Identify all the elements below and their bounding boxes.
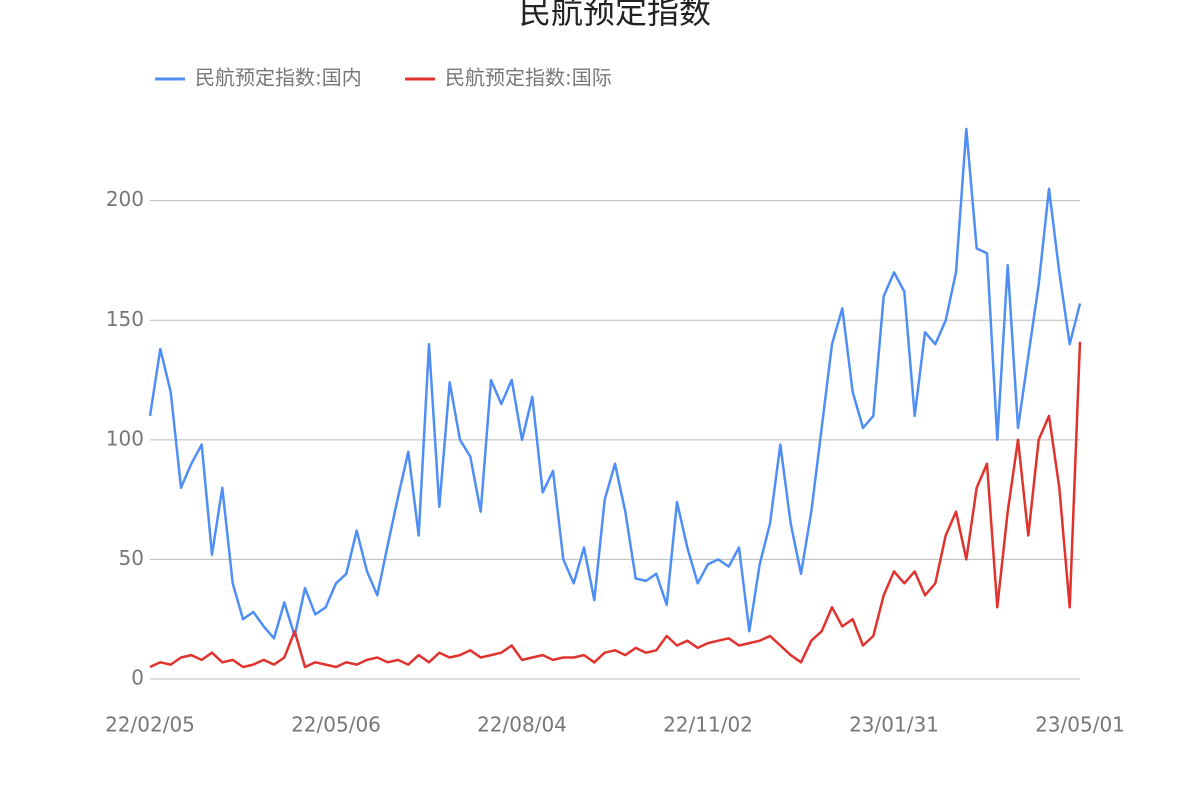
legend-label: 民航预定指数:国际 (445, 66, 612, 90)
series-line (149, 341, 1082, 669)
legend-label: 民航预定指数:国内 (195, 66, 362, 90)
x-tick-label: 22/02/05 (105, 713, 195, 737)
x-tick-label: 22/05/06 (291, 713, 381, 737)
series-line (148, 127, 1082, 640)
chart-title: 民航预定指数 (519, 0, 711, 31)
y-tick-label: 150 (106, 307, 144, 331)
y-tick-label: 0 (131, 666, 144, 690)
x-tick-label: 22/08/04 (477, 713, 567, 737)
y-tick-label: 100 (106, 426, 144, 450)
y-tick-label: 50 (119, 546, 144, 570)
y-tick-label: 200 (106, 187, 144, 211)
x-tick-label: 22/11/02 (663, 713, 753, 737)
x-tick-label: 23/05/01 (1035, 713, 1125, 737)
x-tick-label: 23/01/31 (849, 713, 939, 737)
